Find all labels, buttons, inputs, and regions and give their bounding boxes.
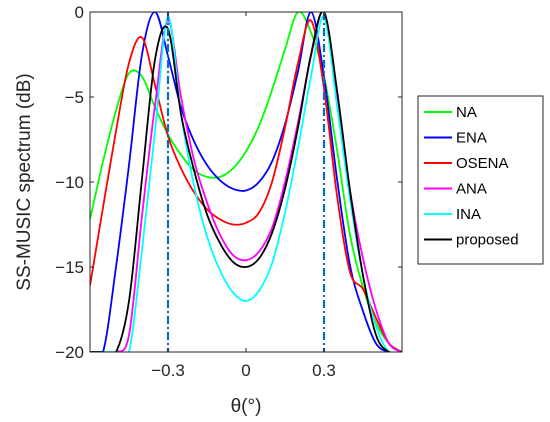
y-tick-label: −5 [65, 88, 84, 107]
series-line-ina [90, 16, 402, 352]
y-tick-label: −20 [55, 343, 84, 362]
x-axis-label: θ(°) [231, 396, 262, 417]
series-curves [90, 12, 402, 352]
legend-label-osena: OSENA [456, 155, 509, 172]
legend-label-proposed: proposed [456, 232, 519, 249]
legend: NA ENA OSENA ANA INA proposed [417, 95, 544, 265]
legend-label-ena: ENA [456, 130, 487, 147]
series-line-ena [90, 12, 402, 352]
y-axis: 0 −5 −10 −15 −20 [55, 3, 402, 362]
series-line-na [90, 12, 402, 352]
x-tick-label: 0 [241, 361, 250, 380]
legend-label-na: NA [456, 104, 477, 121]
legend-label-ana: ANA [456, 181, 487, 198]
legend-label-ina: INA [456, 206, 481, 223]
y-axis-label: SS-MUSIC spectrum (dB) [14, 73, 35, 290]
y-tick-label: −15 [55, 258, 84, 277]
x-axis: −0.3 0 0.3 [151, 12, 336, 380]
y-tick-label: 0 [75, 3, 84, 22]
x-tick-label: −0.3 [151, 361, 185, 380]
y-tick-label: −10 [55, 173, 84, 192]
x-tick-label: 0.3 [312, 361, 336, 380]
vertical-markers [166, 12, 326, 352]
series-line-osena [90, 19, 402, 352]
series-line-proposed [90, 12, 402, 352]
legend-box [417, 95, 544, 265]
